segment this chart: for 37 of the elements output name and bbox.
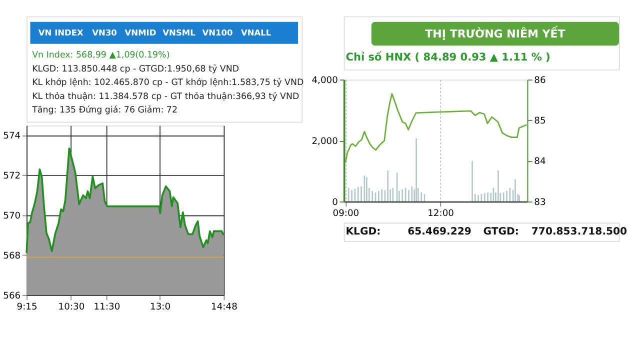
x-tick-label: 09:00 bbox=[332, 208, 360, 219]
y2-tick-label: 83 bbox=[534, 196, 546, 208]
x-tick-label: 13:0 bbox=[150, 301, 171, 312]
text: Tăng: 135 Đứng giá: 76 Giảm: 72 bbox=[31, 104, 178, 116]
x-tick-label: 10:30 bbox=[58, 301, 85, 312]
y-tick-label: 574 bbox=[3, 130, 21, 142]
y-tick-label: 568 bbox=[3, 250, 21, 262]
x-tick-label: 11:30 bbox=[94, 301, 120, 312]
chart-title: THỊ TRƯỜNG NIÊM YẾT bbox=[425, 25, 566, 40]
text: KLGD: 113.850.448 cp - GTGD:1.950,68 tỷ VND bbox=[32, 63, 240, 74]
text: VNSML bbox=[162, 28, 196, 38]
x-tick-label: 9:15 bbox=[16, 301, 38, 312]
chart-title: Vn Index: 568,99 ▲1,09(0.19%) bbox=[32, 50, 170, 61]
text: GTGD: bbox=[483, 226, 519, 238]
text: KL thỏa thuận: 11.384.578 cp - GT thỏa thuận:366,93 tỷ VND bbox=[32, 90, 300, 102]
chart-subtitle: Chỉ số HNX ( 84.89 0.93 ▲ 1.11 % ) bbox=[346, 50, 550, 64]
y-tick-label: 566 bbox=[3, 290, 21, 302]
y-tick-label: 4,000 bbox=[312, 74, 338, 86]
x-tick-label: 12:00 bbox=[428, 208, 454, 219]
y-tick-label: 570 bbox=[3, 210, 21, 222]
y-tick-label: 0 bbox=[332, 196, 338, 208]
text: VN30 bbox=[92, 28, 118, 38]
text: VNMID bbox=[124, 28, 156, 38]
y2-tick-label: 84 bbox=[534, 156, 546, 168]
text: 65.469.229 bbox=[408, 226, 472, 238]
text: VN100 bbox=[202, 28, 234, 38]
text: 770.853.718.500 bbox=[531, 226, 628, 238]
text: KL khớp lệnh: 102.465.870 cp - GT khớp lệnh:1.583,75 tỷ VND bbox=[32, 77, 304, 88]
line-series bbox=[344, 93, 528, 164]
y-tick-label: 2,000 bbox=[312, 136, 338, 147]
x-tick-label: 14:48 bbox=[211, 301, 238, 312]
text: KLGD: bbox=[346, 226, 381, 238]
y2-tick-label: 86 bbox=[534, 74, 546, 86]
y2-tick-label: 85 bbox=[534, 115, 546, 126]
text: VN INDEX bbox=[38, 28, 84, 38]
text: VNALL bbox=[240, 28, 272, 38]
y-tick-label: 572 bbox=[3, 170, 21, 182]
